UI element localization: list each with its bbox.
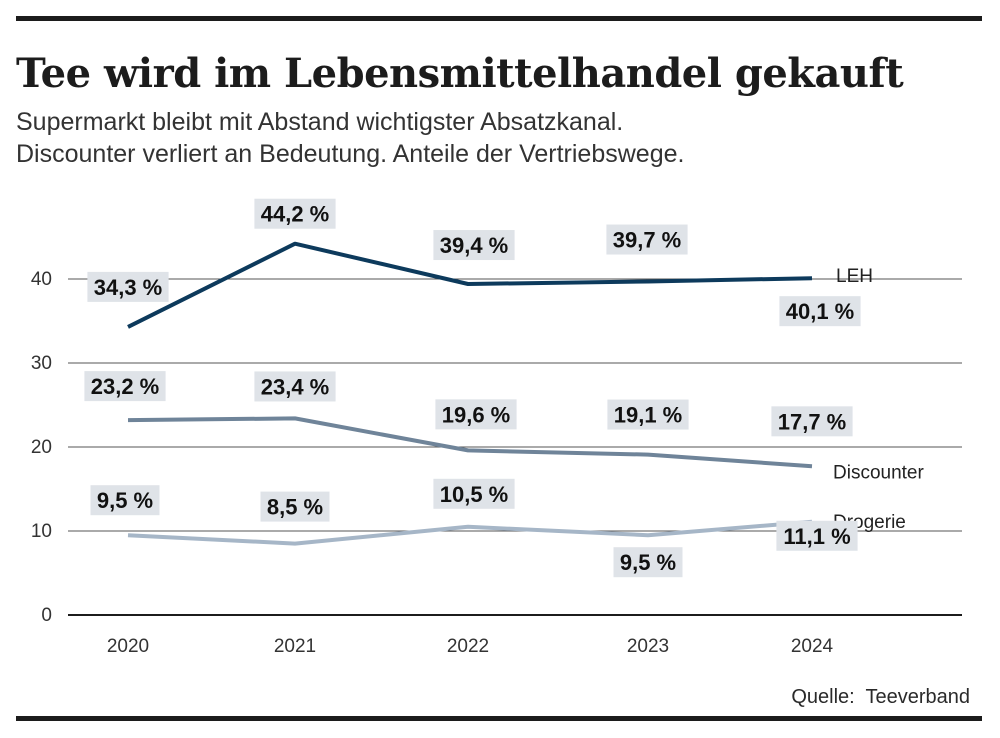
top-rule	[16, 16, 982, 21]
source-note: Quelle: Teeverband	[791, 686, 970, 708]
data-label: 10,5 %	[440, 482, 509, 507]
data-label: 39,4 %	[440, 233, 509, 258]
data-label: 11,1 %	[783, 524, 850, 549]
data-label-box	[779, 296, 861, 327]
data-label: 39,7 %	[613, 228, 682, 253]
series-line-drogerie	[127, 519, 813, 546]
data-label-box	[254, 198, 336, 229]
data-label-box	[435, 399, 517, 430]
series-line-leh	[127, 241, 813, 329]
x-tick-label: 2024	[791, 636, 834, 657]
data-label-box	[613, 547, 683, 578]
data-label: 19,6 %	[442, 402, 511, 427]
data-label: 23,2 %	[91, 374, 160, 399]
data-label-box	[254, 371, 336, 402]
bottom-rule	[16, 716, 982, 721]
y-tick-label: 0	[41, 605, 52, 626]
y-tick-label: 20	[31, 437, 52, 458]
x-tick-label: 2021	[274, 636, 316, 657]
series-line-discounter	[127, 416, 813, 469]
data-label: 17,7 %	[778, 409, 847, 434]
data-label-box	[84, 371, 166, 402]
data-label-box	[606, 224, 688, 255]
chart-title: Tee wird im Lebensmittelhandel gekauft	[16, 50, 904, 97]
data-label: 40,1 %	[786, 299, 855, 324]
y-tick-label: 10	[31, 521, 52, 542]
data-label: 23,4 %	[261, 374, 330, 399]
data-label-box	[260, 491, 330, 522]
y-tick-label: 40	[31, 269, 52, 290]
data-label: 34,3 %	[94, 275, 163, 300]
series-name-discounter: Discounter	[833, 462, 924, 483]
data-label-box	[433, 230, 515, 261]
chart-subtitle: Supermarkt bleibt mit Abstand wichtigste…	[16, 106, 684, 170]
data-label: 19,1 %	[614, 403, 683, 428]
data-label-box	[771, 406, 853, 437]
subtitle-line-2: Discounter verliert an Bedeutung. Anteil…	[16, 140, 685, 168]
data-label: 9,5 %	[97, 488, 153, 513]
series-name-leh: LEH	[836, 266, 873, 287]
data-label: 8,5 %	[267, 495, 323, 520]
data-label-box	[607, 399, 689, 430]
data-label: 44,2 %	[261, 202, 330, 227]
subtitle-line-1: Supermarkt bleibt mit Abstand wichtigste…	[16, 108, 624, 136]
y-tick-label: 30	[31, 353, 52, 374]
data-label-box	[90, 485, 160, 516]
data-label: 9,5 %	[620, 550, 676, 575]
x-tick-label: 2020	[107, 636, 149, 657]
x-tick-label: 2023	[627, 636, 669, 657]
data-label-box	[433, 478, 515, 509]
data-label-box	[776, 520, 858, 551]
x-tick-label: 2022	[447, 636, 489, 657]
data-label-box	[87, 271, 169, 302]
